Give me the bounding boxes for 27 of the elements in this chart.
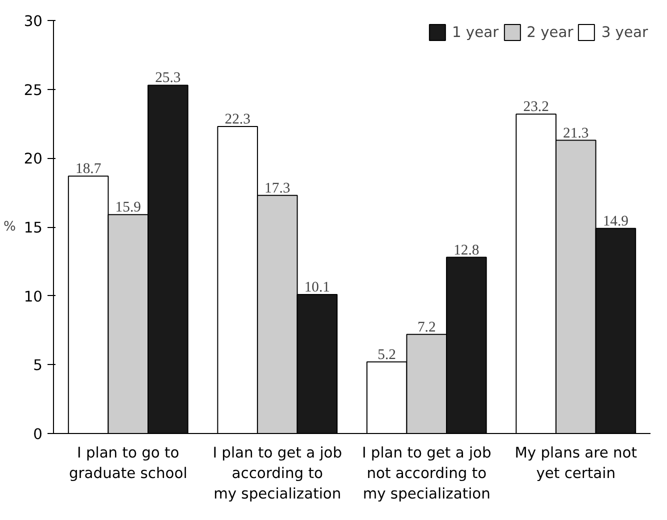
data-label: 14.9	[602, 213, 629, 230]
y-tick-label: 20	[24, 150, 43, 168]
data-label: 25.3	[155, 70, 181, 86]
y-axis-title: %	[4, 220, 16, 234]
y-tick-label: 30	[24, 13, 43, 30]
data-label: 21.3	[563, 125, 589, 142]
y-tick-label: 5	[33, 357, 43, 374]
legend-label: 2 year	[526, 24, 574, 40]
y-tick-label: 0	[33, 426, 43, 443]
data-label: 5.2	[378, 346, 396, 363]
x-tick-label: I plan to get a job not according to my specialization	[362, 444, 492, 502]
data-label: 12.8	[454, 242, 480, 258]
data-label: 23.2	[523, 99, 549, 116]
legend-label: 3 year	[601, 24, 648, 40]
data-label: 18.7	[76, 161, 102, 178]
data-label: 17.3	[264, 180, 290, 196]
data-label: 15.9	[115, 200, 141, 216]
legend-label: 1 year	[452, 24, 499, 40]
x-tick-label: My plans are not yet certain	[514, 444, 638, 482]
x-tick-label: I plan to get a job according to my specialization	[212, 444, 342, 502]
y-tick-label: 10	[24, 288, 43, 306]
y-tick-label: 25	[24, 82, 43, 99]
x-tick-label: I plan to go to graduate school	[68, 444, 188, 482]
data-label: 22.3	[224, 112, 250, 128]
data-label: 7.2	[417, 319, 436, 336]
y-tick-label: 15	[24, 220, 43, 236]
data-label: 10.1	[304, 279, 330, 296]
